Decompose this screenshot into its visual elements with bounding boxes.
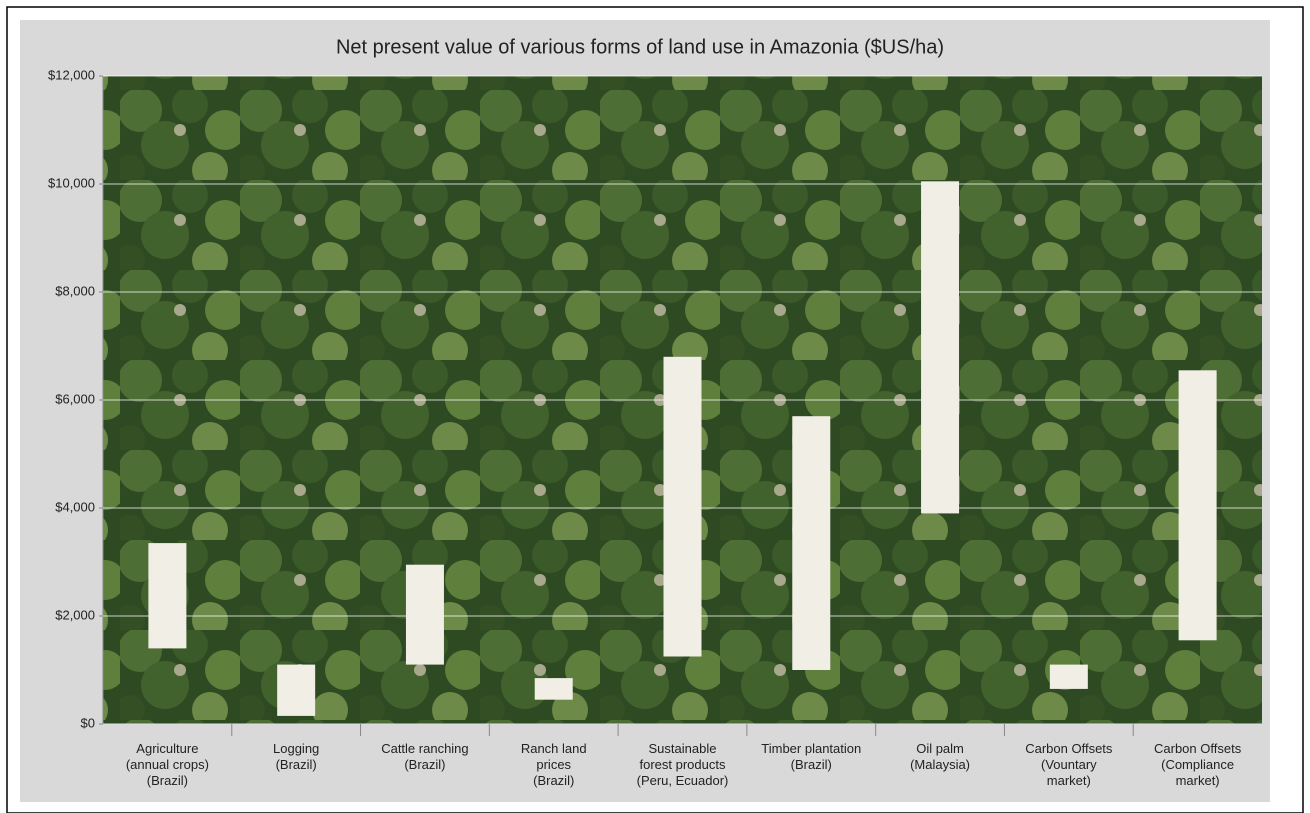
y-tick-label: $8,000 bbox=[55, 283, 95, 298]
chart: Net present value of various forms of la… bbox=[0, 0, 1310, 813]
range-bar bbox=[1050, 665, 1088, 689]
x-tick-label: Timber plantation (Brazil) bbox=[747, 741, 875, 773]
range-bar bbox=[406, 565, 444, 665]
x-tick-label: Ranch land prices (Brazil) bbox=[490, 741, 618, 789]
page: Net present value of various forms of la… bbox=[0, 0, 1310, 813]
range-bar bbox=[1179, 370, 1217, 640]
y-tick-label: $10,000 bbox=[48, 175, 95, 190]
range-bar bbox=[148, 543, 186, 648]
y-tick-label: $6,000 bbox=[55, 391, 95, 406]
x-tick-label: Logging (Brazil) bbox=[232, 741, 360, 773]
x-tick-label: Oil palm (Malaysia) bbox=[876, 741, 1004, 773]
x-tick-label: Agriculture (annual crops) (Brazil) bbox=[103, 741, 231, 789]
chart-title: Net present value of various forms of la… bbox=[336, 36, 944, 58]
range-bar bbox=[921, 181, 959, 513]
range-bar bbox=[535, 678, 573, 700]
range-bar bbox=[792, 416, 830, 670]
x-tick-label: Carbon Offsets (Compliance market) bbox=[1134, 741, 1262, 789]
y-tick-label: $12,000 bbox=[48, 67, 95, 82]
range-bar bbox=[277, 665, 315, 716]
range-bar bbox=[664, 357, 702, 657]
y-tick-label: $4,000 bbox=[55, 499, 95, 514]
x-tick-label: Cattle ranching (Brazil) bbox=[361, 741, 489, 773]
x-tick-label: Sustainable forest products (Peru, Ecuad… bbox=[619, 741, 747, 789]
x-tick-label: Carbon Offsets (Vountary market) bbox=[1005, 741, 1133, 789]
y-tick-label: $0 bbox=[81, 715, 95, 730]
y-tick-label: $2,000 bbox=[55, 607, 95, 622]
